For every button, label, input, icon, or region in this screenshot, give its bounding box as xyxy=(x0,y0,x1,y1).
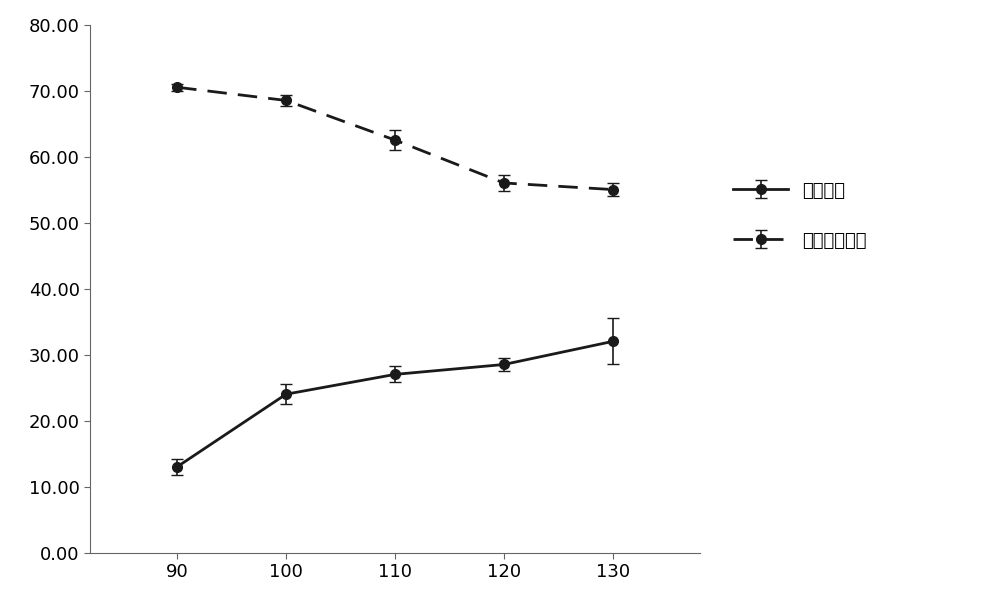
Legend: 产品得率, 棕榈油酸含量: 产品得率, 棕榈油酸含量 xyxy=(733,182,867,251)
